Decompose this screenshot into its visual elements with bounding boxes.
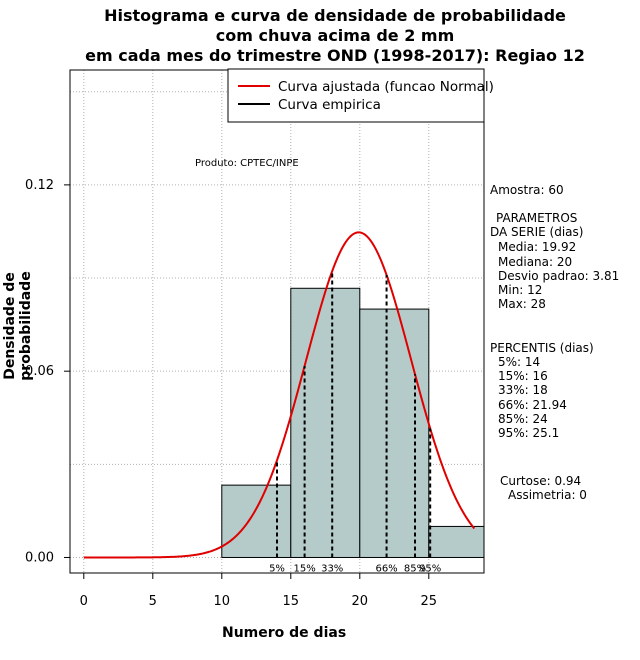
x-axis-title: Numero de dias bbox=[222, 625, 347, 641]
x-tick-label-20: 20 bbox=[352, 594, 369, 609]
legend-fitted-label: Curva ajustada (funcao Normal) bbox=[278, 79, 494, 95]
curve-layer bbox=[83, 231, 476, 559]
percentile-label-5: 5% bbox=[269, 563, 285, 574]
legend: Curva ajustada (funcao Normal) Curva emp… bbox=[227, 68, 494, 123]
x-tick-label-0: 0 bbox=[80, 594, 88, 609]
stat-mediana: Mediana: 20 bbox=[498, 255, 573, 269]
histogram-bar-1 bbox=[221, 484, 292, 558]
percentile-layer: 5% 15% 33% 66% 85%95% bbox=[269, 271, 441, 574]
y-tick-label-1: 0.06 bbox=[25, 364, 54, 379]
histogram-bar-2 bbox=[290, 287, 361, 558]
stat-curtose: Curtose: 0.94 bbox=[500, 474, 582, 488]
x-tick-label-5: 5 bbox=[149, 594, 157, 609]
percentile-label-95: 95% bbox=[419, 563, 441, 574]
percentile-label-33: 33% bbox=[321, 563, 343, 574]
stat-min: Min: 12 bbox=[498, 283, 543, 297]
stat-p5: 5%: 14 bbox=[498, 355, 541, 369]
stat-param-title-1: PARAMETROS bbox=[496, 211, 578, 225]
normal-fit-curve bbox=[83, 231, 476, 559]
histogram-bar-4 bbox=[428, 525, 485, 558]
percentile-label-15: 15% bbox=[293, 563, 315, 574]
stat-amostra: Amostra: 60 bbox=[490, 183, 564, 197]
x-tick-label-10: 10 bbox=[214, 594, 231, 609]
legend-empirical-label: Curva empirica bbox=[278, 97, 381, 113]
axis-layer: 0 5 10 15 20 25 0.00 0.06 0.12 bbox=[25, 178, 437, 609]
x-tick-label-15: 15 bbox=[283, 594, 300, 609]
y-tick-label-0: 0.00 bbox=[25, 550, 54, 565]
stat-assimetria: Assimetria: 0 bbox=[508, 488, 587, 502]
stat-param-title-2: DA SERIE (dias) bbox=[490, 225, 584, 239]
stat-p85: 85%: 24 bbox=[498, 412, 548, 426]
bar-layer bbox=[221, 287, 485, 558]
legend-box bbox=[227, 68, 485, 123]
chart-title-line-1: Histograma e curva de densidade de proba… bbox=[104, 6, 566, 25]
stat-percentis-title: PERCENTIS (dias) bbox=[490, 341, 594, 355]
percentile-label-85: 85% bbox=[404, 563, 426, 574]
chart-title-line-2: com chuva acima de 2 mm bbox=[215, 26, 455, 45]
stat-p33: 33%: 18 bbox=[498, 383, 548, 397]
stat-desvio: Desvio padrao: 3.81 bbox=[498, 269, 620, 283]
stat-p66: 66%: 21.94 bbox=[498, 398, 567, 412]
chart-title-line-3: em cada mes do trimestre OND (1998-2017)… bbox=[85, 46, 585, 65]
stat-media: Media: 19.92 bbox=[498, 240, 577, 254]
x-tick-label-25: 25 bbox=[421, 594, 438, 609]
stat-p95: 95%: 25.1 bbox=[498, 426, 560, 440]
stat-p15: 15%: 16 bbox=[498, 369, 548, 383]
stat-max: Max: 28 bbox=[498, 297, 546, 311]
y-axis-title: Densidade de probabilidade bbox=[2, 271, 34, 381]
percentile-label-66: 66% bbox=[375, 563, 397, 574]
y-tick-label-2: 0.12 bbox=[25, 178, 54, 193]
credit-text: Produto: CPTEC/INPE bbox=[195, 158, 299, 169]
histogram-bar-3 bbox=[359, 308, 430, 558]
